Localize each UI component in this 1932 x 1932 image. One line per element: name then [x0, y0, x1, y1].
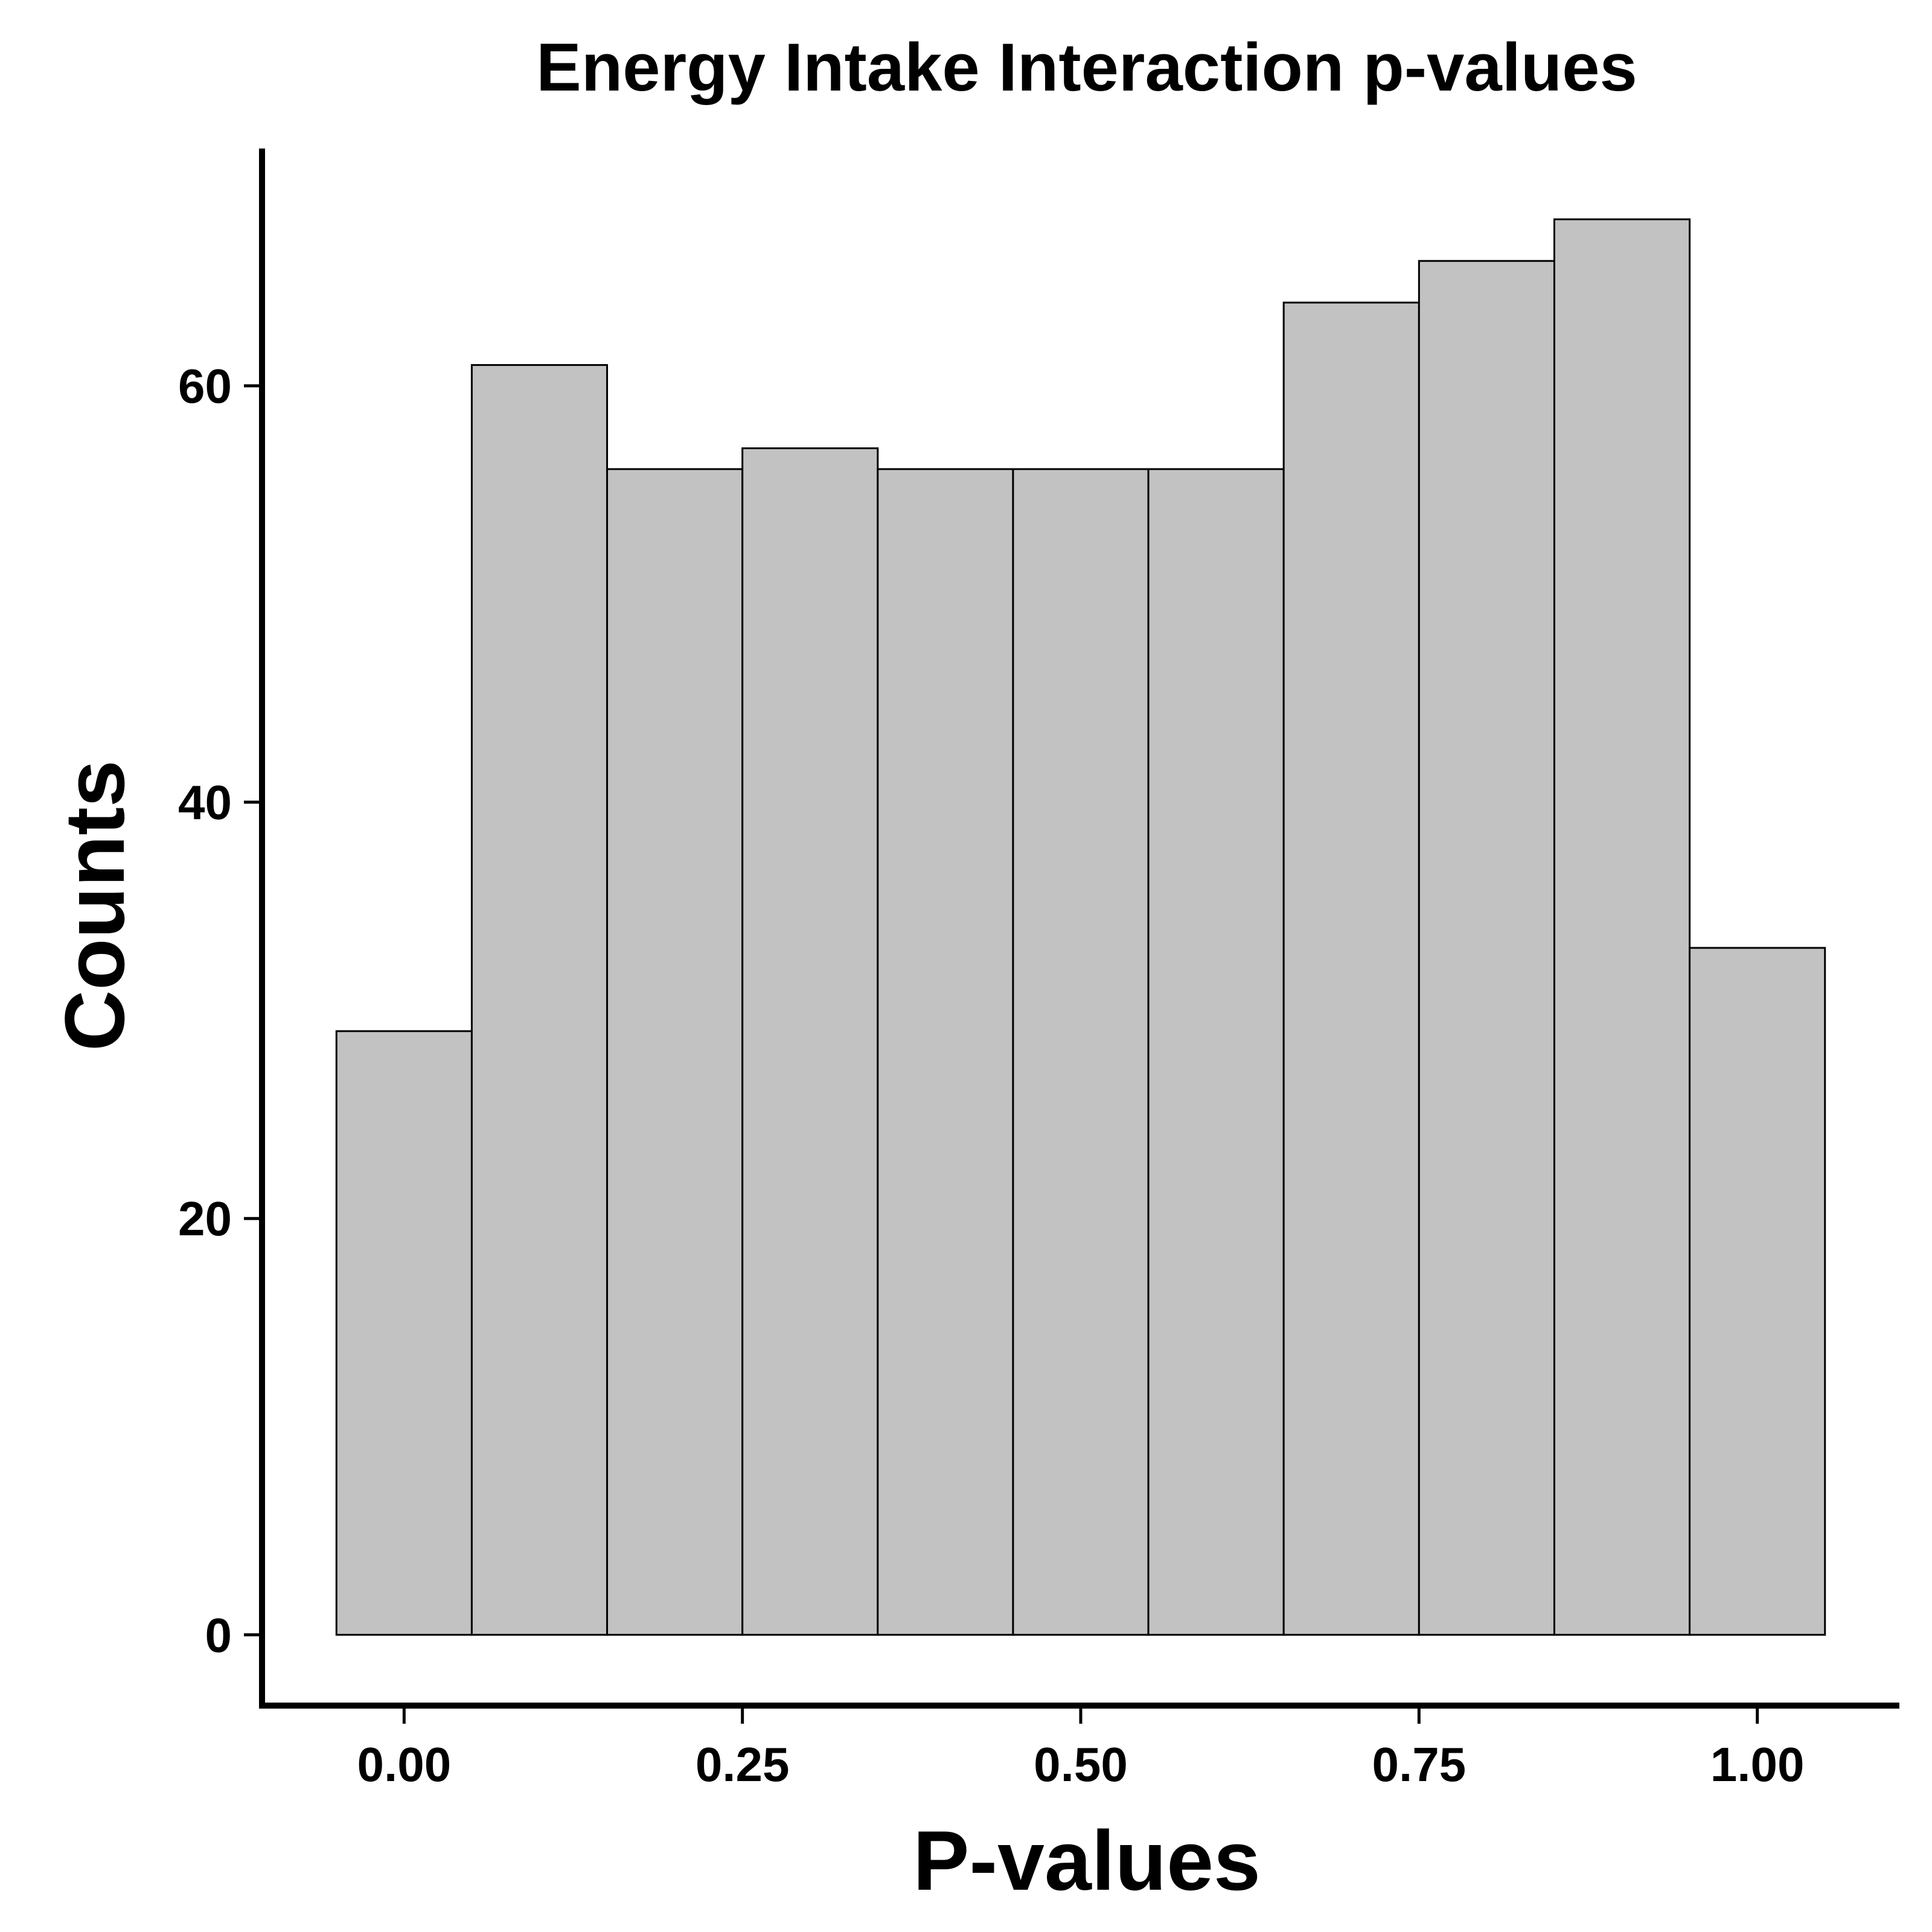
- histogram-bar: [1689, 947, 1826, 1636]
- y-tick-label: 20: [178, 1192, 232, 1246]
- y-axis: 0 20 40 60: [178, 149, 265, 1709]
- x-tick-label: 0.00: [357, 1738, 451, 1791]
- y-tick-label: 60: [178, 359, 232, 413]
- y-tick-label: 40: [178, 776, 232, 830]
- y-axis-title: Counts: [47, 760, 142, 1051]
- histogram-bar: [741, 447, 879, 1636]
- histogram-bar: [1418, 260, 1555, 1636]
- chart-title: Energy Intake Interaction p-values: [536, 30, 1637, 105]
- x-tick-label: 1.00: [1710, 1738, 1805, 1791]
- x-tick-label: 0.25: [696, 1738, 790, 1791]
- x-axis-title: P-values: [913, 1813, 1261, 1908]
- x-axis: 0.00 0.25 0.50 0.75 1.00: [259, 1703, 1899, 1791]
- histogram-bar: [1553, 218, 1691, 1636]
- histogram-bar: [606, 468, 744, 1636]
- y-tick-label: 0: [205, 1608, 232, 1662]
- histogram-bar: [335, 1030, 473, 1636]
- histogram-bar: [1282, 301, 1420, 1636]
- histogram-bar: [877, 468, 1014, 1636]
- x-tick-label: 0.50: [1034, 1738, 1128, 1791]
- bars-group: [335, 218, 1826, 1636]
- histogram-bar: [1012, 468, 1150, 1636]
- histogram-bar: [1147, 468, 1285, 1636]
- histogram-bar: [470, 364, 609, 1636]
- x-tick-label: 0.75: [1372, 1738, 1466, 1791]
